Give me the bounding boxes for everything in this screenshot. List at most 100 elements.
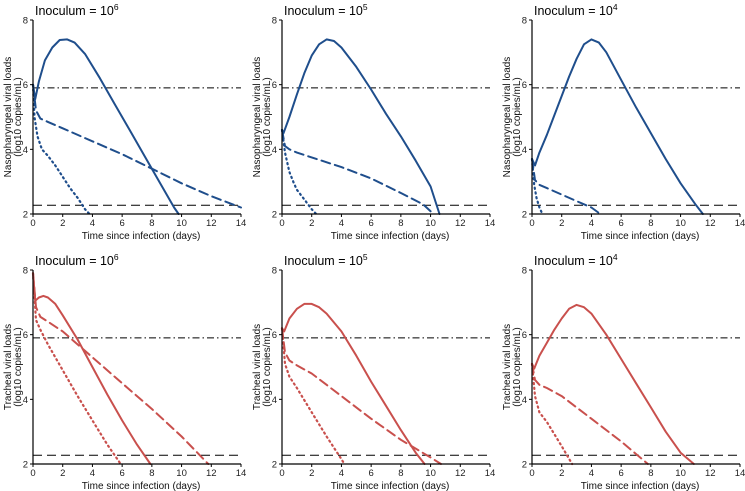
series-line-dashed [32, 272, 210, 465]
y-tick-label: 8 [522, 16, 527, 27]
x-tick-label: 4 [589, 218, 594, 229]
x-tick-label: 14 [735, 468, 745, 479]
series-line-dashed [531, 158, 602, 215]
panel-title-text: Inoculum = 10 [534, 4, 613, 18]
panel-title: Inoculum = 106 [35, 252, 119, 268]
series-line-dotted [530, 157, 544, 216]
x-tick-label: 2 [559, 218, 564, 229]
y-tick-label: 4 [522, 395, 527, 406]
panel-title-text: Inoculum = 10 [35, 254, 114, 268]
y-tick-label: 2 [272, 460, 277, 471]
series-line-dashed [281, 327, 442, 465]
series-line-dashed [281, 128, 435, 215]
series-line-solid [32, 272, 152, 465]
x-tick-label: 2 [309, 218, 314, 229]
x-tick-label: 10 [176, 218, 187, 229]
y-tick-label: 2 [522, 460, 527, 471]
y-axis-title: Tracheal viral loads [502, 324, 513, 410]
x-tick-label: 0 [30, 468, 35, 479]
x-axis-title: Time since infection (days) [82, 481, 201, 491]
series-line-dotted [280, 128, 318, 216]
x-tick-label: 6 [618, 218, 623, 229]
x-tick-label: 12 [206, 468, 217, 479]
series-line-solid [281, 302, 426, 465]
panel-title: Inoculum = 105 [284, 252, 368, 268]
x-tick-label: 6 [368, 218, 373, 229]
y-tick-label: 4 [272, 395, 277, 406]
y-tick-label: 2 [272, 210, 277, 221]
x-tick-label: 8 [648, 468, 653, 479]
x-tick-label: 2 [60, 218, 65, 229]
panel-title: Inoculum = 104 [534, 2, 618, 18]
x-tick-label: 8 [398, 468, 403, 479]
x-tick-label: 14 [735, 218, 745, 229]
y-tick-label: 4 [522, 145, 527, 156]
y-axis-title: Tracheal viral loads [3, 324, 14, 410]
y-tick-label: 4 [23, 395, 28, 406]
series-line-solid [281, 38, 441, 215]
x-tick-label: 4 [90, 468, 95, 479]
y-tick-label: 6 [23, 330, 28, 341]
panel-title-exponent: 6 [114, 252, 119, 262]
x-tick-label: 12 [705, 468, 716, 479]
panel-title: Inoculum = 105 [284, 2, 368, 18]
x-tick-label: 8 [149, 218, 154, 229]
x-tick-label: 12 [455, 468, 466, 479]
x-tick-label: 0 [529, 218, 534, 229]
y-axis-units: (log10 copies/mL) [13, 77, 24, 156]
series-line-dashed [32, 83, 242, 209]
x-tick-label: 0 [279, 468, 284, 479]
x-axis-title: Time since infection (days) [331, 231, 450, 242]
series-line-dotted [31, 83, 91, 216]
x-tick-label: 0 [30, 218, 35, 229]
x-tick-label: 0 [279, 218, 284, 229]
x-tick-label: 2 [309, 468, 314, 479]
x-tick-label: 8 [648, 218, 653, 229]
y-tick-label: 2 [522, 210, 527, 221]
panel-title: Inoculum = 104 [534, 252, 618, 268]
series-line-solid [531, 38, 704, 215]
panel-title-text: Inoculum = 10 [534, 254, 613, 268]
x-axis-title: Time since infection (days) [581, 231, 700, 242]
panel-title-exponent: 6 [114, 2, 119, 12]
x-tick-label: 4 [339, 218, 344, 229]
y-axis-units: (log10 copies/mL) [512, 327, 523, 406]
panel-title: Inoculum = 106 [35, 2, 119, 18]
x-tick-label: 4 [339, 468, 344, 479]
y-axis-units: (log10 copies/mL) [262, 77, 273, 156]
panel-title-exponent: 5 [363, 252, 368, 262]
y-tick-label: 8 [23, 266, 28, 277]
x-tick-label: 12 [705, 218, 716, 229]
x-tick-label: 14 [485, 218, 496, 229]
panel-title-exponent: 4 [613, 252, 618, 262]
series-line-solid [32, 38, 180, 215]
series-line-dotted [530, 362, 574, 466]
series-line-dotted [280, 327, 346, 466]
panel-title-text: Inoculum = 10 [284, 4, 363, 18]
y-axis-units: (log10 copies/mL) [262, 327, 273, 406]
y-tick-label: 4 [272, 145, 277, 156]
y-axis-units: (log10 copies/mL) [13, 327, 24, 406]
series-line-dotted [31, 272, 122, 466]
x-tick-label: 2 [559, 468, 564, 479]
x-tick-label: 6 [119, 218, 124, 229]
y-tick-label: 8 [272, 16, 277, 27]
x-tick-label: 10 [675, 218, 686, 229]
x-tick-label: 6 [618, 468, 623, 479]
y-tick-label: 6 [272, 330, 277, 341]
y-tick-label: 6 [522, 80, 527, 91]
x-axis-title: Time since infection (days) [82, 231, 201, 242]
x-tick-label: 8 [398, 218, 403, 229]
x-axis-title: Time since infection (days) [581, 481, 700, 491]
y-tick-label: 8 [522, 266, 527, 277]
x-tick-label: 10 [425, 468, 436, 479]
panel-title-text: Inoculum = 10 [284, 254, 363, 268]
y-tick-label: 6 [272, 80, 277, 91]
x-tick-label: 14 [236, 468, 247, 479]
